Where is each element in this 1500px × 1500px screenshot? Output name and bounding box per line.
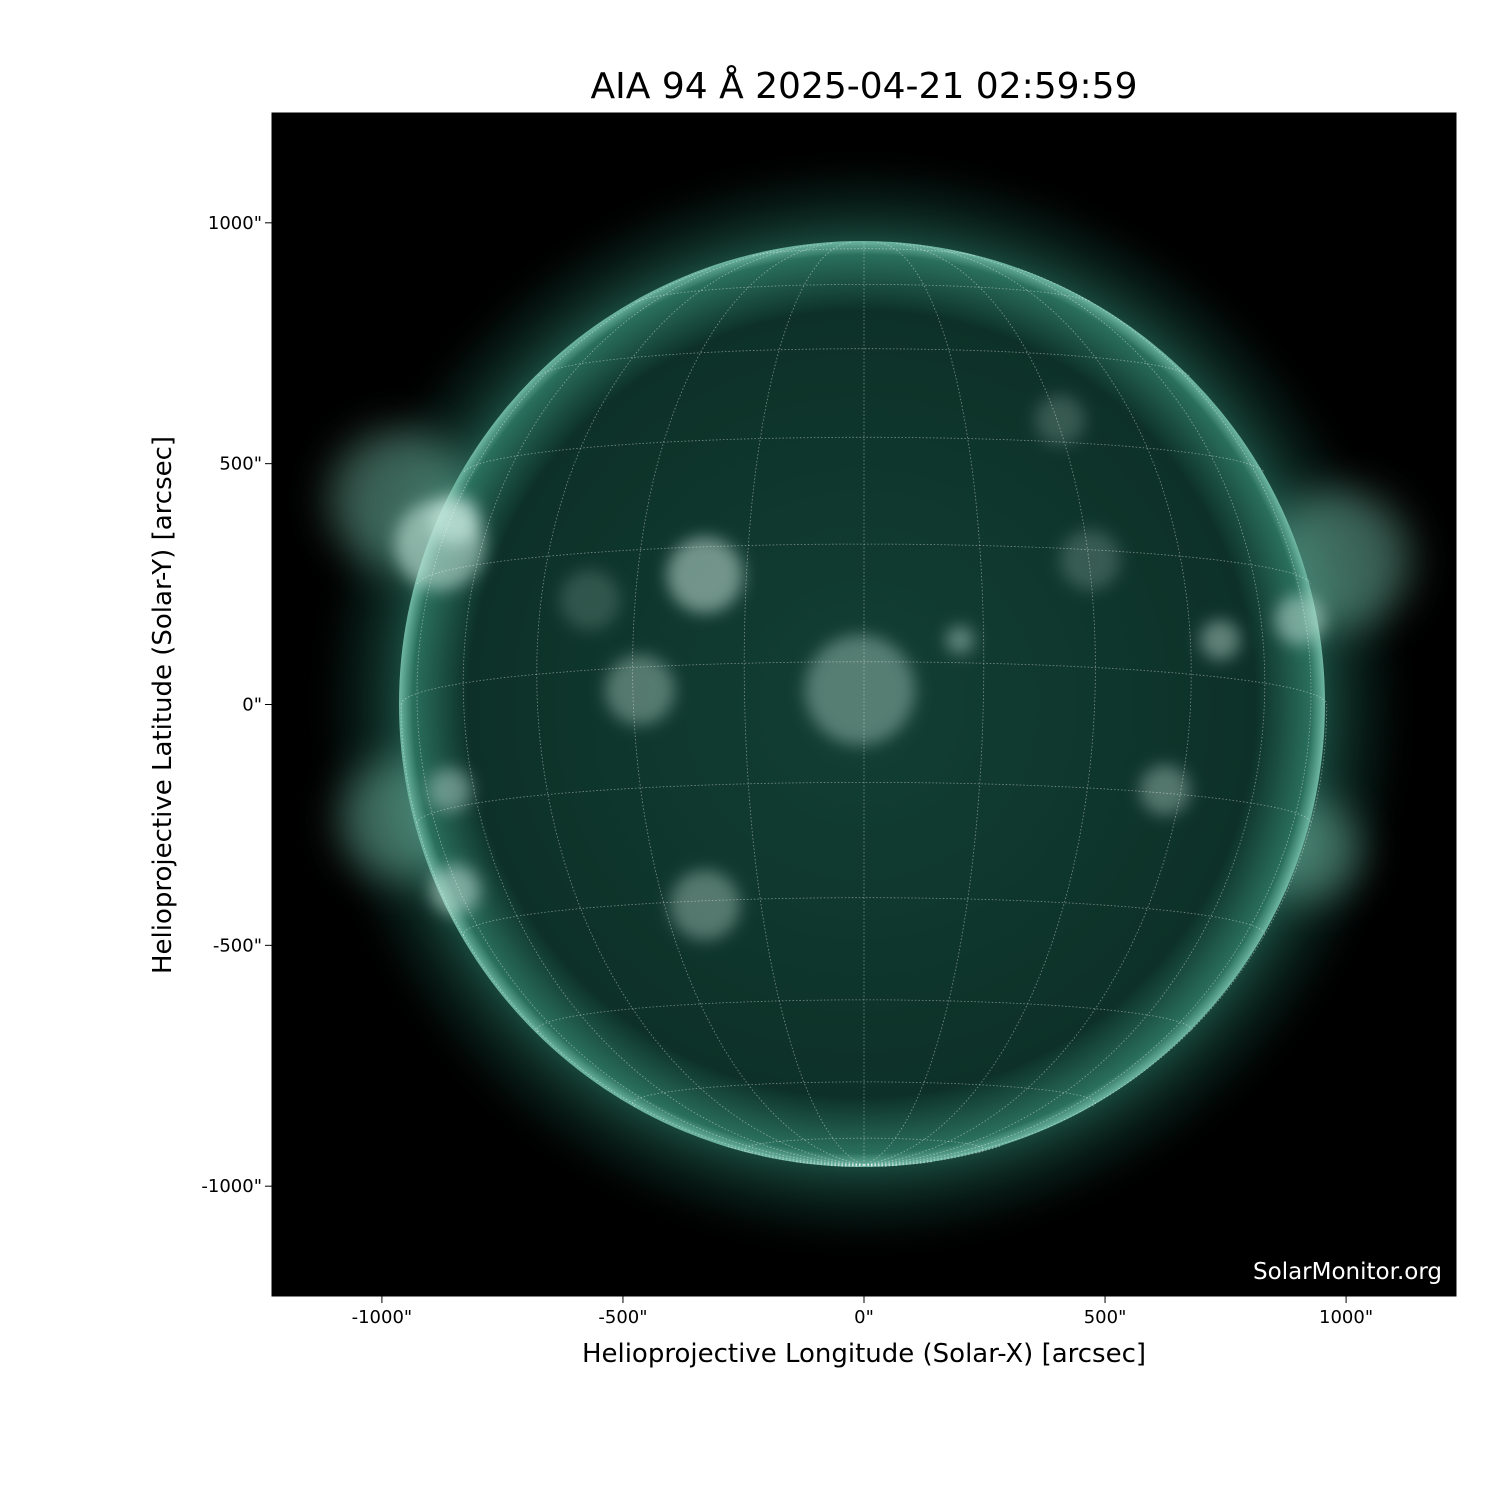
active-region bbox=[430, 865, 480, 915]
active-region bbox=[805, 635, 915, 745]
active-region bbox=[430, 495, 480, 545]
x-tick-label: 0" bbox=[854, 1307, 874, 1328]
longitude-line bbox=[794, 1161, 865, 1166]
active-region bbox=[560, 570, 620, 630]
longitude-line bbox=[863, 249, 1266, 1166]
y-tick-label: -1000" bbox=[201, 1176, 262, 1197]
heliographic-grid bbox=[400, 241, 1328, 1168]
y-tick-label: 500" bbox=[219, 454, 262, 475]
active-region bbox=[1060, 530, 1120, 590]
longitude-line bbox=[863, 243, 1096, 1166]
latitude-line bbox=[463, 436, 1265, 472]
x-tick-label: -1000" bbox=[352, 1307, 413, 1328]
latitude-line bbox=[632, 1081, 1096, 1107]
latitude-line bbox=[752, 248, 976, 256]
longitude-line bbox=[863, 1145, 1003, 1166]
longitude-line bbox=[462, 249, 865, 1166]
sun-image: SolarMonitor.org bbox=[302, 144, 1442, 1285]
active-region bbox=[667, 537, 743, 613]
longitude-line bbox=[863, 1164, 889, 1167]
active-region bbox=[946, 626, 974, 654]
x-tick-label: -500" bbox=[598, 1307, 647, 1328]
y-axis-label: Helioprojective Latitude (Solar-Y) [arcs… bbox=[148, 436, 178, 974]
longitude-line bbox=[863, 1161, 934, 1166]
y-tick-label: -500" bbox=[213, 935, 262, 956]
longitude-line bbox=[725, 1145, 865, 1166]
latitude-line bbox=[536, 999, 1192, 1033]
longitude-line bbox=[839, 1164, 865, 1167]
x-axis-label: Helioprojective Longitude (Solar-X) [arc… bbox=[582, 1339, 1146, 1369]
longitude-line bbox=[829, 1164, 865, 1167]
active-region bbox=[428, 768, 472, 812]
x-tick-label: 1000" bbox=[1319, 1307, 1373, 1328]
active-region bbox=[605, 655, 675, 725]
latitude-line bbox=[416, 543, 1312, 585]
latitude-line bbox=[743, 1137, 985, 1154]
x-tick-label: 500" bbox=[1084, 1307, 1127, 1328]
watermark: SolarMonitor.org bbox=[1253, 1259, 1442, 1285]
active-region bbox=[1035, 395, 1085, 445]
latitude-line bbox=[635, 284, 1093, 303]
longitude-line bbox=[855, 1164, 865, 1168]
latitude-line bbox=[538, 348, 1190, 377]
y-tick-label: 1000" bbox=[208, 213, 262, 234]
y-tick-label: 0" bbox=[242, 695, 262, 716]
latitude-line bbox=[400, 661, 1328, 705]
longitude-line bbox=[863, 1164, 899, 1167]
longitude-line bbox=[863, 1164, 873, 1168]
longitude-line bbox=[416, 267, 865, 1166]
active-region bbox=[670, 870, 740, 940]
longitude-line bbox=[632, 243, 865, 1166]
active-region bbox=[1275, 595, 1325, 645]
latitude-line bbox=[416, 782, 1312, 824]
longitude-line bbox=[863, 267, 1312, 1166]
chart-title: AIA 94 Å 2025-04-21 02:59:59 bbox=[590, 66, 1138, 107]
longitude-line bbox=[536, 243, 865, 1166]
active-region bbox=[1140, 765, 1190, 815]
active-region bbox=[1200, 620, 1240, 660]
latitude-line bbox=[462, 897, 1266, 937]
longitude-line bbox=[863, 243, 1192, 1166]
